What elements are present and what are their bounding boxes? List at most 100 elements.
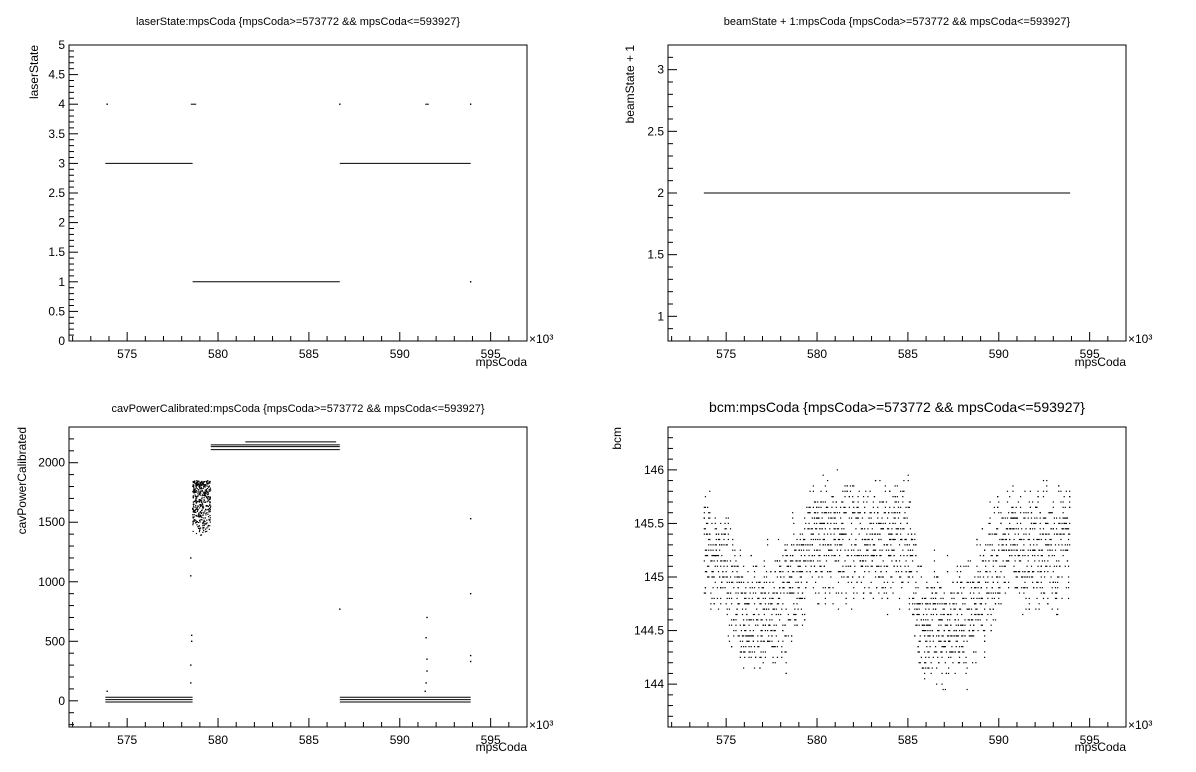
data-point [201, 516, 203, 519]
data-point [735, 560, 737, 562]
data-point [745, 608, 747, 610]
data-point [727, 538, 729, 541]
data-point [1016, 522, 1018, 525]
data-point [797, 608, 799, 610]
data-point [739, 554, 741, 557]
data-point [826, 544, 829, 546]
data-point [198, 492, 201, 494]
data-point [1007, 533, 1010, 535]
data-point [810, 528, 812, 530]
data-point [745, 603, 747, 605]
data-point [893, 565, 895, 567]
data-point [202, 522, 204, 524]
data-point [915, 544, 917, 546]
data-point [1069, 496, 1071, 498]
data-point [732, 581, 734, 583]
data-point [801, 533, 804, 535]
data-point [733, 619, 735, 621]
data-point [206, 496, 208, 499]
data-point [950, 651, 952, 653]
data-point [831, 496, 833, 498]
data-point [878, 592, 880, 594]
data-point [209, 498, 211, 500]
data-point [894, 496, 896, 498]
y-tick-label: 1 [58, 275, 65, 289]
data-point [907, 549, 909, 551]
data-point [1022, 554, 1024, 557]
data-point [1051, 608, 1053, 610]
data-point [1064, 517, 1066, 519]
data-point [1063, 522, 1065, 525]
x-tick-label: 580 [208, 733, 228, 747]
data-point [788, 576, 791, 578]
data-point [758, 597, 760, 600]
data-point [714, 544, 716, 546]
data-point [1036, 544, 1038, 546]
data-point [788, 592, 791, 594]
data-point [208, 510, 210, 512]
data-point [208, 500, 210, 502]
data-point [916, 608, 918, 610]
data-point [835, 501, 837, 503]
data-point [929, 629, 931, 632]
data-point [743, 635, 745, 637]
data-point [750, 619, 752, 621]
data-point [190, 557, 192, 559]
data-point [893, 538, 895, 541]
data-point [208, 518, 210, 520]
data-point [777, 613, 780, 616]
data-point [823, 538, 825, 541]
data-point [902, 496, 904, 498]
data-point [816, 528, 818, 530]
data-point [773, 624, 775, 626]
data-point [889, 506, 891, 508]
data-point [970, 619, 973, 621]
data-point [995, 576, 998, 578]
data-point [1055, 560, 1058, 562]
data-point [1062, 506, 1064, 508]
data-point [952, 662, 954, 664]
data-point [715, 544, 717, 546]
data-point [729, 576, 732, 578]
data-point [800, 608, 803, 610]
data-point [812, 533, 814, 535]
data-point [937, 581, 939, 583]
data-point [197, 505, 199, 507]
data-point [765, 581, 768, 583]
data-point [937, 656, 939, 658]
data-point [1031, 501, 1034, 503]
data-point [867, 565, 869, 567]
data-point [195, 490, 198, 492]
data-point [943, 646, 945, 648]
data-point [776, 656, 779, 658]
data-point [880, 538, 882, 541]
data-point [724, 522, 726, 525]
data-point [966, 581, 968, 583]
data-point [1017, 571, 1020, 573]
data-point [980, 587, 982, 589]
data-point [994, 571, 997, 573]
data-point [1057, 613, 1059, 616]
data-point [979, 544, 981, 546]
data-point [967, 619, 969, 621]
data-point [204, 484, 206, 486]
data-point [802, 560, 805, 562]
data-point [955, 629, 957, 632]
data-point [776, 560, 779, 562]
data-point [804, 554, 806, 557]
data-point [871, 528, 873, 530]
data-point [199, 484, 201, 486]
data-point [199, 486, 201, 488]
data-point [974, 613, 976, 616]
data-point [881, 549, 883, 551]
data-point [832, 501, 834, 503]
data-point [1039, 533, 1041, 535]
data-point [1050, 576, 1052, 578]
data-point [204, 523, 206, 525]
data-point [894, 522, 896, 525]
data-point [756, 581, 758, 583]
data-point [824, 485, 826, 487]
data-point [925, 667, 927, 669]
data-point [199, 482, 201, 484]
data-point [751, 635, 753, 637]
